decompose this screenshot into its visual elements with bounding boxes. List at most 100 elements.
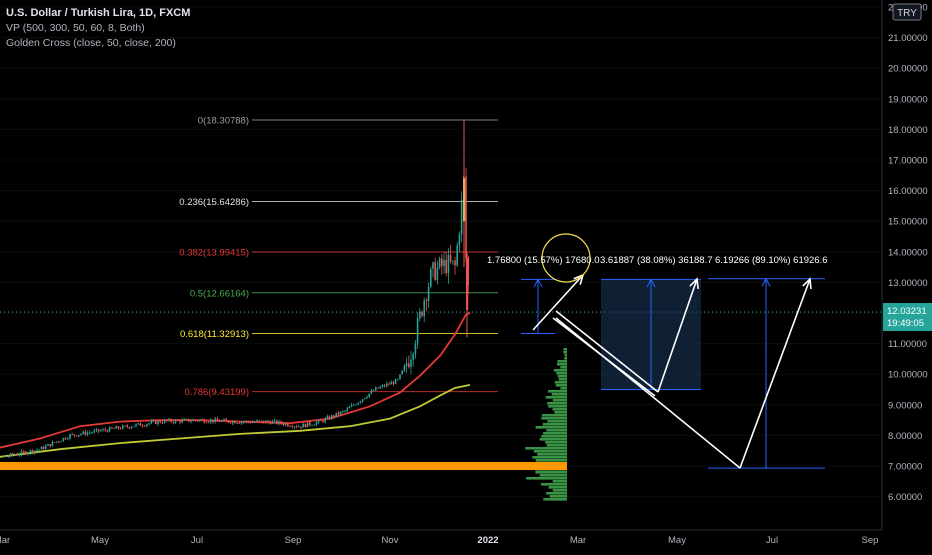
- candle-body: [370, 390, 373, 394]
- candle-body: [445, 259, 447, 274]
- y-tick-label: 10.00000: [888, 370, 928, 381]
- currency-badge[interactable]: TRY: [892, 3, 922, 21]
- candle-body: [27, 452, 29, 455]
- candle-body: [34, 450, 36, 453]
- volume-profile-bar: [548, 486, 567, 489]
- candle-body: [117, 426, 120, 429]
- measure-label: 6.19266 (89.10%) 61926.6: [715, 255, 828, 266]
- x-tick-label: Mar: [570, 535, 586, 546]
- candle-body: [53, 442, 56, 443]
- candle-body: [73, 434, 76, 436]
- candle-body: [408, 363, 410, 367]
- candle-body: [254, 421, 256, 423]
- volume-profile-bar: [556, 363, 567, 366]
- candle-body: [401, 370, 403, 375]
- volume-profile-bar: [547, 402, 567, 405]
- candle-body: [364, 398, 366, 400]
- highlight-circle: [541, 233, 591, 283]
- candle-body: [16, 454, 18, 456]
- candle-body: [465, 176, 467, 258]
- candle-body: [295, 426, 298, 428]
- candle-body: [394, 379, 397, 384]
- candle-body: [45, 445, 47, 449]
- candle-body: [291, 426, 293, 428]
- candle-body: [350, 404, 353, 407]
- candle-body: [199, 419, 201, 422]
- candle-body: [214, 418, 216, 423]
- candle-body: [216, 418, 219, 421]
- candle-body: [430, 268, 432, 287]
- candle-body: [130, 427, 133, 429]
- fib-level-label: 0.5(12.66164): [190, 288, 249, 299]
- volume-profile-bar: [535, 426, 567, 429]
- x-tick-label: May: [91, 535, 109, 546]
- candle-body: [245, 420, 247, 422]
- candle-body: [183, 419, 186, 420]
- candle-body: [179, 420, 181, 423]
- volume-profile-bar: [541, 483, 567, 486]
- candle-body: [366, 396, 368, 399]
- volume-profile-bar: [545, 441, 567, 444]
- fib-level-label: 0.618(11.32913): [180, 329, 249, 340]
- candle-body: [80, 433, 82, 435]
- candle-body: [119, 428, 122, 430]
- candle-body: [243, 421, 245, 423]
- currency-badge-box[interactable]: [892, 3, 922, 21]
- volume-profile-bar: [560, 387, 567, 390]
- candle-body: [262, 420, 265, 423]
- support-band: [0, 462, 567, 470]
- volume-profile-bar: [551, 393, 567, 396]
- candle-body: [144, 425, 146, 427]
- volume-profile-bar: [557, 375, 567, 378]
- candle-body: [361, 399, 364, 402]
- ma50-line: [0, 312, 471, 449]
- candle-body: [282, 423, 285, 426]
- volume-profile-bar: [532, 456, 567, 459]
- candle-body: [14, 454, 16, 456]
- candle-body: [309, 422, 311, 426]
- x-tick-label: Sep: [862, 535, 879, 546]
- candle-body: [372, 390, 375, 392]
- candle-body: [466, 260, 469, 310]
- candle-body: [458, 234, 461, 246]
- candle-body: [304, 423, 307, 428]
- volume-profile-bar: [541, 417, 567, 420]
- candle-body: [234, 421, 236, 424]
- candle-body: [36, 449, 38, 451]
- candle-body: [427, 286, 430, 301]
- candle-body: [69, 434, 71, 439]
- candle-body: [249, 421, 252, 423]
- candle-body: [432, 262, 434, 269]
- candle-body: [67, 438, 69, 440]
- candle-body: [100, 430, 102, 432]
- candle-body: [82, 431, 84, 434]
- volume-profile-bar: [549, 495, 567, 498]
- candle-body: [115, 426, 117, 429]
- candle-body: [89, 432, 91, 434]
- volume-profile-bar: [542, 423, 567, 426]
- volume-profile-bar: [560, 366, 567, 369]
- candle-body: [328, 416, 331, 419]
- candle-body: [84, 431, 87, 435]
- candle-body: [456, 245, 458, 266]
- candle-body: [320, 420, 322, 421]
- candle-body: [443, 259, 445, 267]
- fib-level-label: 0.382(13.99415): [179, 247, 249, 258]
- candle-body: [353, 404, 355, 406]
- candle-body: [47, 444, 49, 446]
- indicator-volume-profile[interactable]: VP (500, 300, 50, 60, 8, Both): [6, 22, 145, 34]
- volume-profile-bar: [533, 450, 567, 453]
- candle-body: [375, 387, 377, 391]
- x-tick-label: Nov: [382, 535, 399, 546]
- y-tick-label: 15.00000: [888, 217, 928, 228]
- candle-body: [223, 419, 225, 421]
- candle-body: [181, 419, 183, 423]
- volume-profile-bar: [563, 351, 567, 354]
- volume-profile-bar: [541, 435, 567, 438]
- candle-body: [205, 422, 208, 424]
- indicator-golden-cross[interactable]: Golden Cross (close, 50, close, 200): [6, 37, 176, 49]
- y-tick-label: 16.00000: [888, 186, 928, 197]
